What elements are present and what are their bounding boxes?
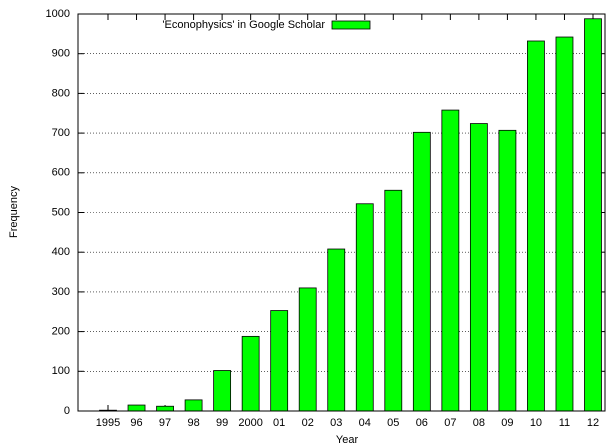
bar	[555, 36, 574, 412]
y-tick-label: 100	[52, 365, 70, 377]
x-tick-label: 02	[302, 417, 314, 429]
bar	[156, 405, 174, 412]
y-tick-label: 800	[52, 87, 70, 99]
x-tick-label: 1995	[96, 417, 120, 429]
x-tick-label: 10	[530, 417, 542, 429]
bar	[584, 18, 602, 412]
bar	[384, 189, 403, 412]
legend-swatch	[331, 20, 371, 30]
y-tick-label: 400	[52, 246, 70, 258]
x-tick-label: 06	[416, 417, 428, 429]
bar	[241, 335, 260, 412]
x-tick-label: 97	[159, 417, 171, 429]
y-tick-label: 200	[52, 326, 70, 338]
plot-frame	[77, 13, 606, 412]
x-tick-label: 96	[130, 417, 142, 429]
bar	[527, 40, 545, 412]
y-tick-label: 900	[52, 48, 70, 60]
x-tick-label: 99	[216, 417, 228, 429]
x-tick-label: 12	[587, 417, 599, 429]
bar	[184, 399, 203, 412]
x-tick-label: 08	[473, 417, 485, 429]
y-tick-label: 0	[64, 405, 70, 417]
y-tick-label: 700	[52, 127, 70, 139]
bar	[469, 123, 488, 412]
x-tick-label: 09	[501, 417, 513, 429]
legend-label: 'Econophysics' in Google Scholar	[162, 19, 325, 31]
bar	[327, 248, 346, 412]
bar	[213, 370, 232, 412]
y-tick-label: 1000	[46, 8, 70, 20]
x-tick-label: 11	[559, 417, 570, 429]
x-tick-label: 2000	[238, 417, 262, 429]
x-tick-label: 05	[387, 417, 399, 429]
x-tick-label: 98	[187, 417, 199, 429]
x-tick-label: 04	[359, 417, 371, 429]
bar	[498, 129, 517, 412]
bar	[127, 404, 146, 412]
y-tick-label: 500	[52, 206, 70, 218]
bar	[270, 310, 289, 412]
bar	[298, 287, 317, 412]
y-tick-label: 300	[52, 286, 70, 298]
y-axis-label: Frequency	[8, 186, 20, 238]
y-tick-label: 600	[52, 167, 70, 179]
x-tick-label: 03	[330, 417, 342, 429]
x-tick-label: 07	[444, 417, 456, 429]
bar	[412, 131, 431, 412]
bar	[441, 109, 460, 412]
x-tick-label: 01	[273, 417, 285, 429]
x-axis-label: Year	[336, 434, 359, 446]
bar	[355, 203, 374, 412]
